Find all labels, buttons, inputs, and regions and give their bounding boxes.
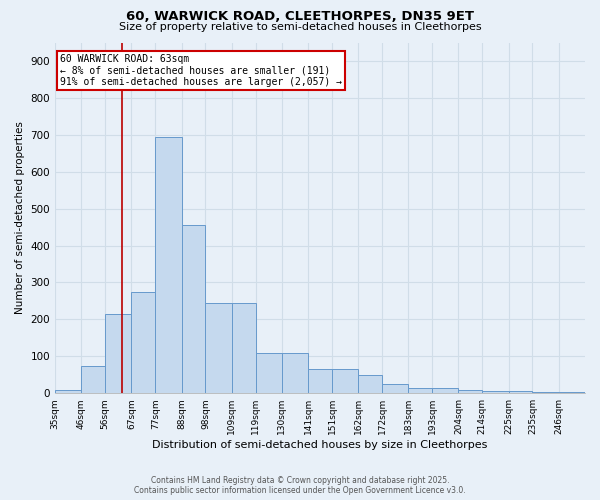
X-axis label: Distribution of semi-detached houses by size in Cleethorpes: Distribution of semi-detached houses by …	[152, 440, 488, 450]
Bar	[155, 136, 182, 393]
Bar	[509, 392, 532, 393]
Bar	[182, 225, 205, 393]
Bar	[559, 392, 585, 393]
Bar	[532, 392, 559, 393]
Text: 60 WARWICK ROAD: 63sqm
← 8% of semi-detached houses are smaller (191)
91% of sem: 60 WARWICK ROAD: 63sqm ← 8% of semi-deta…	[60, 54, 342, 87]
Bar	[282, 352, 308, 393]
Bar	[308, 369, 332, 393]
Bar	[131, 292, 155, 393]
Text: Size of property relative to semi-detached houses in Cleethorpes: Size of property relative to semi-detach…	[119, 22, 481, 32]
Bar	[332, 369, 358, 393]
Bar	[205, 303, 232, 393]
Bar	[105, 314, 131, 393]
Bar	[458, 390, 482, 393]
Bar	[482, 392, 509, 393]
Bar	[358, 375, 382, 393]
Bar	[432, 388, 458, 393]
Text: 60, WARWICK ROAD, CLEETHORPES, DN35 9ET: 60, WARWICK ROAD, CLEETHORPES, DN35 9ET	[126, 10, 474, 23]
Bar	[55, 390, 82, 393]
Bar	[82, 366, 105, 393]
Bar	[232, 303, 256, 393]
Text: Contains HM Land Registry data © Crown copyright and database right 2025.
Contai: Contains HM Land Registry data © Crown c…	[134, 476, 466, 495]
Bar	[382, 384, 409, 393]
Bar	[409, 388, 432, 393]
Bar	[256, 352, 282, 393]
Y-axis label: Number of semi-detached properties: Number of semi-detached properties	[15, 122, 25, 314]
